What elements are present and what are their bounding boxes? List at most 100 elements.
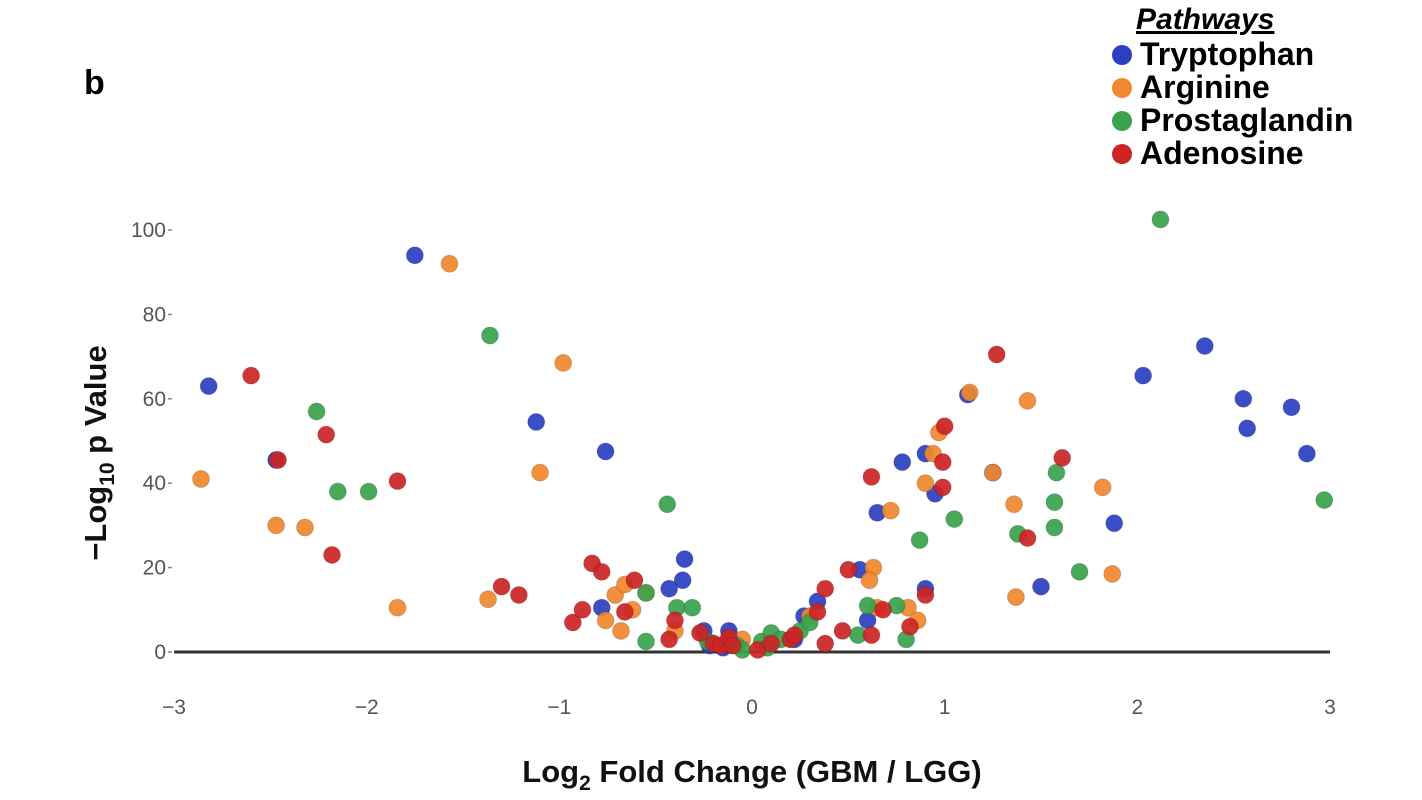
data-point (785, 626, 804, 645)
data-point (1105, 514, 1124, 533)
data-point (307, 402, 326, 421)
legend-item-arginine: Arginine (1110, 69, 1353, 105)
legend-label: Adenosine (1140, 135, 1304, 171)
data-point (596, 442, 615, 461)
y-axis-title-prefix: −Log (78, 486, 113, 561)
x-axis-title-prefix: Log (522, 754, 579, 789)
data-point (675, 550, 694, 569)
data-point (816, 634, 835, 653)
y-tick-label: 100 (131, 219, 166, 242)
data-point (893, 453, 912, 472)
data-point (658, 495, 677, 514)
data-point (269, 450, 288, 469)
data-point (1018, 529, 1037, 548)
legend-label: Tryptophan (1140, 36, 1315, 72)
data-point (492, 577, 511, 596)
data-point (317, 425, 336, 444)
x-tick-label: 3 (1324, 696, 1336, 719)
data-point (1005, 495, 1024, 514)
y-tick-label: 80 (143, 303, 166, 326)
data-point (860, 571, 879, 590)
series-prostaglandin (307, 210, 1334, 659)
x-tick-label: 0 (746, 696, 758, 719)
data-point (573, 600, 592, 619)
data-point (762, 634, 781, 653)
legend-title: Pathways (1136, 3, 1275, 36)
data-point (296, 518, 315, 537)
data-point (862, 626, 881, 645)
legend-marker (1112, 110, 1132, 131)
legend-label: Arginine (1140, 69, 1270, 105)
data-point (1103, 564, 1122, 583)
data-point (596, 611, 615, 630)
data-point (673, 571, 692, 590)
data-point (1070, 562, 1089, 581)
data-point (1018, 391, 1037, 410)
legend-label: Prostaglandin (1140, 102, 1354, 138)
data-point (637, 632, 656, 651)
x-axis-title-subscript: 2 (579, 772, 591, 795)
x-axis-title: Log2 Fold Change (GBM / LGG) (522, 754, 981, 795)
data-point (660, 579, 679, 598)
data-point (611, 621, 630, 640)
data-point (554, 353, 573, 372)
data-point (858, 596, 877, 615)
data-point (191, 469, 210, 488)
data-point (1297, 444, 1316, 463)
data-point (1047, 463, 1066, 482)
data-point (808, 602, 827, 621)
legend-marker (1112, 143, 1132, 164)
data-point (910, 531, 929, 550)
data-point (1053, 448, 1072, 467)
data-point (933, 478, 952, 497)
data-point (1151, 210, 1170, 229)
legend-marker (1112, 77, 1132, 98)
y-tick-label: 0 (154, 641, 166, 664)
data-point (1045, 518, 1064, 537)
data-point (625, 571, 644, 590)
x-axis-title-suffix: Fold Change (GBM / LGG) (591, 754, 982, 789)
data-point (1238, 419, 1257, 438)
series-adenosine (242, 345, 1072, 659)
data-point (983, 463, 1002, 482)
data-point (1195, 337, 1214, 356)
legend: Pathways Tryptophan Arginine Prostagland… (1110, 2, 1354, 171)
data-point (479, 590, 498, 609)
data-point (509, 586, 528, 605)
legend-item-tryptophan: Tryptophan (1110, 36, 1353, 72)
data-point (1032, 577, 1050, 596)
data-point (683, 598, 702, 617)
data-point (916, 586, 935, 605)
data-point (960, 383, 979, 402)
x-axis-ticks: −3 −2 −1 0 1 2 3 (162, 696, 1336, 719)
data-point (1006, 588, 1025, 607)
data-point (388, 598, 407, 617)
legend-marker (1112, 44, 1132, 65)
data-point (935, 417, 954, 436)
y-axis-title-subscript: 10 (96, 462, 119, 485)
data-point (405, 246, 424, 265)
data-point (1134, 366, 1153, 385)
data-point (690, 624, 709, 643)
series-tryptophan (199, 246, 1316, 657)
legend-item-adenosine: Adenosine (1110, 135, 1353, 171)
data-point (531, 463, 550, 482)
data-point (723, 636, 742, 655)
data-point (563, 613, 582, 632)
y-tick-label: 20 (143, 557, 166, 580)
data-point (660, 630, 679, 649)
data-point (816, 579, 835, 598)
data-point (527, 413, 546, 432)
data-point (833, 621, 852, 640)
data-point (839, 560, 858, 579)
y-tick-label: 40 (143, 472, 166, 495)
data-point (328, 482, 347, 501)
x-tick-label: 2 (1131, 696, 1143, 719)
data-point (665, 611, 684, 630)
data-point (440, 254, 459, 273)
data-point (1093, 478, 1112, 497)
data-point (322, 545, 341, 564)
series-arginine (191, 254, 1122, 653)
data-point (388, 472, 407, 491)
